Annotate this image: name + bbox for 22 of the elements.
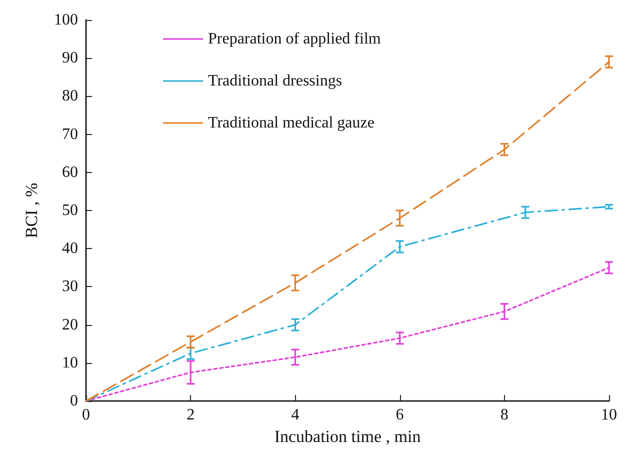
y-tick-label: 20	[62, 316, 78, 334]
y-tick-label: 70	[62, 126, 78, 143]
y-tick-label: 10	[62, 354, 78, 372]
y-tick-label: 60	[62, 164, 78, 181]
x-tick-label: 6	[396, 406, 404, 424]
y-tick-label: 30	[62, 278, 78, 296]
y-tick-label: 100	[54, 12, 78, 28]
x-tick-label: 10	[601, 406, 617, 424]
x-tick-label: 8	[500, 406, 508, 424]
x-tick-label: 0	[82, 406, 90, 424]
y-tick-label: 0	[70, 392, 78, 410]
x-tick-label: 2	[186, 406, 195, 424]
y-tick-label: 90	[62, 50, 78, 67]
y-tick-label: 50	[62, 202, 78, 219]
y-tick-label: 80	[62, 88, 78, 105]
legend-label: Traditional medical gauze	[208, 114, 374, 132]
y-tick-label: 40	[62, 240, 78, 258]
legend-label: Traditional dressings	[208, 72, 342, 90]
x-tick-label: 4	[291, 406, 300, 424]
y-axis-title: BCI , %	[22, 182, 41, 238]
legend-label: Preparation of applied film	[208, 30, 382, 48]
x-axis-title: Incubation time , min	[274, 426, 422, 446]
